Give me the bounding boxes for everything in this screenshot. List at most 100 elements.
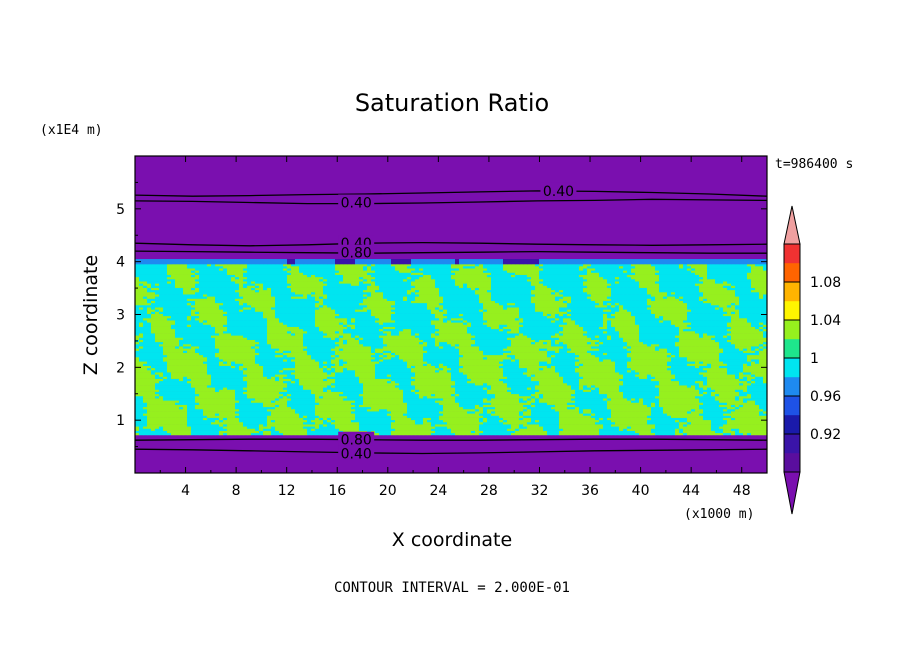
cloud-cell xyxy=(259,328,264,332)
cloud-cell xyxy=(375,372,380,375)
cloud-cell xyxy=(347,281,352,284)
cloud-cell xyxy=(255,411,260,414)
cloud-cell xyxy=(307,300,312,304)
cloud-cell xyxy=(323,315,328,319)
cloud-cell xyxy=(163,346,168,349)
cloud-cell xyxy=(243,281,248,284)
cloud-cell xyxy=(215,281,220,284)
cloud-cell xyxy=(203,359,208,362)
cloud-cell xyxy=(279,320,284,323)
cloud-cell xyxy=(235,335,240,338)
cloud-cell xyxy=(227,432,232,436)
cloud-cell xyxy=(203,365,208,369)
cloud-cell xyxy=(203,304,208,308)
cloud-cell xyxy=(171,421,176,425)
cloud-cell xyxy=(175,311,180,314)
cloud-cell xyxy=(323,281,328,284)
cloud-cell xyxy=(167,387,172,390)
cloud-cell xyxy=(163,317,168,321)
cloud-cell xyxy=(191,406,196,410)
cloud-cell xyxy=(315,408,320,412)
cloud-cell xyxy=(143,294,148,297)
cloud-cell xyxy=(335,389,340,392)
cloud-cell xyxy=(379,289,384,293)
cloud-cell xyxy=(343,393,348,397)
cloud-cell xyxy=(215,333,220,336)
cloud-cell xyxy=(379,294,384,297)
cloud-cell xyxy=(355,326,360,330)
cloud-cell xyxy=(195,291,200,295)
cloud-cell xyxy=(299,391,304,395)
cloud-cell xyxy=(243,395,248,399)
cloud-cell xyxy=(331,298,336,301)
cloud-cell xyxy=(299,376,304,379)
cloud-cell xyxy=(323,304,328,308)
cloud-cell xyxy=(175,365,180,369)
cloud-cell xyxy=(351,417,356,421)
cloud-cell xyxy=(247,367,252,371)
cloud-cell xyxy=(315,389,320,392)
cloud-cell xyxy=(315,419,320,423)
cloud-cell xyxy=(243,320,248,323)
cloud-cell xyxy=(359,348,364,351)
cloud-cell xyxy=(359,294,364,297)
cloud-cell xyxy=(319,330,324,334)
cloud-cell xyxy=(311,263,316,267)
cloud-cell xyxy=(327,363,332,366)
cloud-cell xyxy=(347,337,352,340)
cloud-cell xyxy=(295,266,300,269)
cloud-cell xyxy=(179,326,184,330)
cloud-cell xyxy=(147,315,152,319)
cloud-cell xyxy=(359,372,364,375)
cloud-cell xyxy=(191,300,196,304)
cloud-cell xyxy=(219,356,224,360)
cloud-cell xyxy=(147,270,152,273)
cloud-cell xyxy=(307,285,312,288)
cloud-cell xyxy=(259,402,264,405)
cloud-cell xyxy=(239,287,244,291)
cloud-cell xyxy=(259,352,264,356)
cloud-cell xyxy=(311,333,316,336)
cloud-cell xyxy=(251,300,256,304)
cloud-cell xyxy=(167,335,172,338)
cloud-cell xyxy=(215,367,220,371)
cloud-cell xyxy=(263,337,268,340)
cloud-cell xyxy=(331,311,336,314)
cloud-cell xyxy=(375,365,380,369)
cloud-cell xyxy=(299,300,304,304)
cloud-cell xyxy=(335,294,340,297)
cloud-cell xyxy=(375,426,380,429)
cloud-cell xyxy=(187,343,192,347)
cloud-cell xyxy=(375,294,380,297)
cloud-cell xyxy=(331,291,336,295)
cloud-cell xyxy=(187,380,192,384)
cloud-cell xyxy=(183,430,188,434)
cloud-cell xyxy=(143,341,148,345)
cloud-cell xyxy=(251,395,256,399)
cloud-cell xyxy=(335,328,340,332)
cloud-cell xyxy=(287,385,292,388)
cloud-cell xyxy=(175,395,180,399)
cloud-cell xyxy=(283,428,288,431)
cloud-cell xyxy=(327,317,332,321)
cloud-cell xyxy=(247,279,252,282)
cloud-cell xyxy=(267,361,272,364)
cloud-cell xyxy=(159,365,164,369)
cloud-cell xyxy=(295,296,300,299)
cloud-cell xyxy=(135,374,140,377)
cloud-cell xyxy=(279,339,284,343)
cloud-cell xyxy=(303,359,308,362)
cloud-cell xyxy=(151,326,156,330)
cloud-cell xyxy=(275,404,280,408)
cloud-cell xyxy=(307,413,312,416)
cloud-cell xyxy=(163,263,168,267)
cloud-cell xyxy=(179,356,184,360)
cloud-cell xyxy=(383,385,388,388)
cloud-cell xyxy=(271,341,276,345)
cloud-cell xyxy=(223,307,228,310)
cloud-cell xyxy=(167,378,172,382)
cloud-cell xyxy=(139,378,144,382)
cloud-cell xyxy=(171,281,176,284)
cloud-cell xyxy=(275,393,280,397)
cloud-cell xyxy=(163,300,168,304)
